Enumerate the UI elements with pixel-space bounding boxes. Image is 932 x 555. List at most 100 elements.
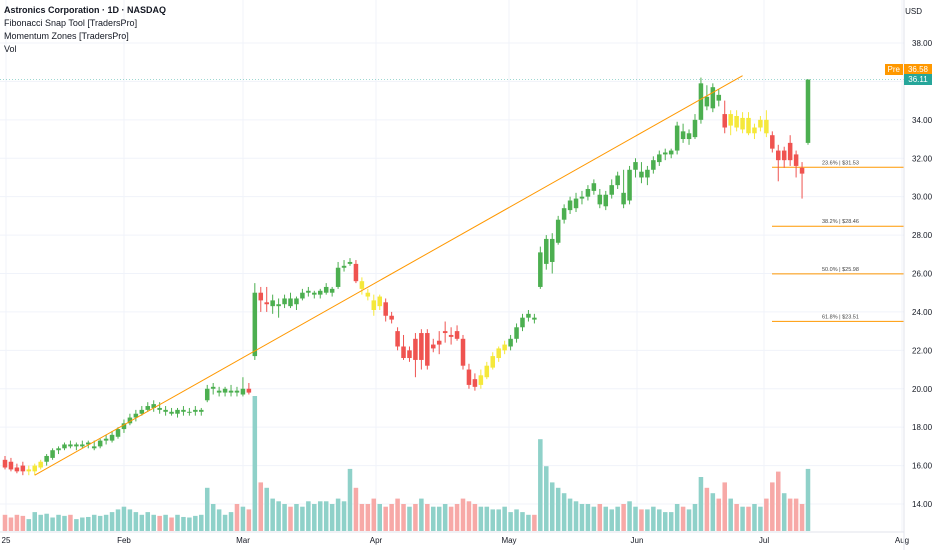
volume-bar <box>288 506 293 531</box>
volume-bar <box>210 504 216 531</box>
volume-bar <box>805 468 811 531</box>
volume-bar <box>50 517 55 531</box>
candle-body <box>347 261 353 264</box>
indicator-momentum-zones[interactable]: Momentum Zones [TradersPro] <box>4 31 129 41</box>
candle-body <box>752 127 757 134</box>
candle-body <box>181 409 186 412</box>
candle-body <box>758 119 763 128</box>
volume-bar <box>258 482 264 531</box>
volume-bar <box>728 498 733 531</box>
volume-bar <box>145 512 151 531</box>
volume-bar <box>2 514 8 531</box>
volume-bar <box>240 506 246 531</box>
last-price-tag: 36.11 <box>904 74 932 86</box>
candle-body <box>383 302 388 316</box>
volume-bar <box>425 504 430 531</box>
candle-body <box>413 338 418 360</box>
candle-body <box>139 409 145 414</box>
candle-body <box>288 298 293 307</box>
volume-bar <box>734 504 739 531</box>
volume-bar <box>181 516 186 531</box>
candle-body <box>686 133 692 140</box>
candle-body <box>365 292 371 297</box>
volume-bar <box>252 396 258 531</box>
volume-bar <box>520 512 525 531</box>
price-tick-label: 18.00 <box>912 423 932 432</box>
candle-body <box>91 446 97 449</box>
candle-body <box>549 238 555 262</box>
candle-body <box>478 375 484 385</box>
price-tick-label: 34.00 <box>912 116 932 125</box>
candle-body <box>193 409 198 412</box>
candle-body <box>448 334 454 337</box>
candle-body <box>425 333 430 366</box>
volume-bar <box>490 509 496 531</box>
candle-body <box>716 94 722 101</box>
candle-body <box>127 417 133 424</box>
volume-bar <box>603 506 609 531</box>
candle-body <box>32 465 38 472</box>
fib-level-label: 50.0% | $25.98 <box>822 267 859 273</box>
candle-body <box>145 406 151 410</box>
candle-body <box>187 411 192 413</box>
time-tick-label: Jul <box>759 536 769 545</box>
candle-body <box>674 125 680 151</box>
candle-body <box>633 162 638 170</box>
candle-body <box>323 286 329 293</box>
currency-label[interactable]: USD <box>905 7 922 16</box>
volume-bar <box>431 506 436 531</box>
volume-bar <box>228 512 234 531</box>
volume-bar <box>68 514 73 531</box>
candle-body <box>163 409 168 412</box>
volume-bar <box>466 501 472 531</box>
volume-bar <box>502 506 507 531</box>
volume-bar <box>662 512 668 531</box>
volume-bar <box>544 466 549 531</box>
volume-bar <box>335 498 341 531</box>
volume-bar <box>775 471 781 531</box>
volume-bar <box>127 509 133 531</box>
candle-body <box>490 356 496 368</box>
candle-body <box>496 348 501 359</box>
fib-level-label: 38.2% | $28.46 <box>822 219 859 225</box>
volume-bar <box>383 506 388 531</box>
volume-bar <box>175 514 180 531</box>
volume-bar <box>561 493 567 531</box>
candle-body <box>300 292 305 299</box>
indicator-fibonacci-snap[interactable]: Fibonacci Snap Tool [TradersPro] <box>4 18 138 28</box>
candle-body <box>508 338 513 347</box>
volume-bar <box>300 506 305 531</box>
volume-bar <box>74 519 79 531</box>
price-tick-label: 16.00 <box>912 462 932 471</box>
volume-bar <box>591 506 597 531</box>
volume-bar <box>484 506 490 531</box>
price-tick-label: 20.00 <box>912 385 932 394</box>
candle-body <box>579 196 585 199</box>
candle-body <box>38 461 43 468</box>
candle-body <box>175 409 180 414</box>
candle-body <box>282 298 287 305</box>
volume-bar <box>151 514 156 531</box>
volume-bar <box>442 504 448 531</box>
volume-bar <box>204 487 210 531</box>
candle-body <box>740 117 745 130</box>
candle-body <box>609 185 614 195</box>
indicator-volume[interactable]: Vol <box>4 44 17 54</box>
candle-body <box>270 300 275 307</box>
candle-body <box>103 438 109 441</box>
volume-bar <box>282 504 287 531</box>
candle-body <box>234 390 240 393</box>
volume-bar <box>264 487 269 531</box>
candle-body <box>781 150 787 161</box>
volume-bar <box>246 509 252 531</box>
volume-bar <box>270 498 275 531</box>
volume-bar <box>377 504 382 531</box>
pre-market-label: Pre <box>884 64 903 76</box>
candle-body <box>603 194 609 207</box>
candle-body <box>151 404 156 408</box>
candle-body <box>645 169 650 178</box>
volume-bar <box>56 514 61 531</box>
candle-body <box>419 333 424 360</box>
volume-bar <box>38 514 43 531</box>
candle-body <box>109 434 115 441</box>
